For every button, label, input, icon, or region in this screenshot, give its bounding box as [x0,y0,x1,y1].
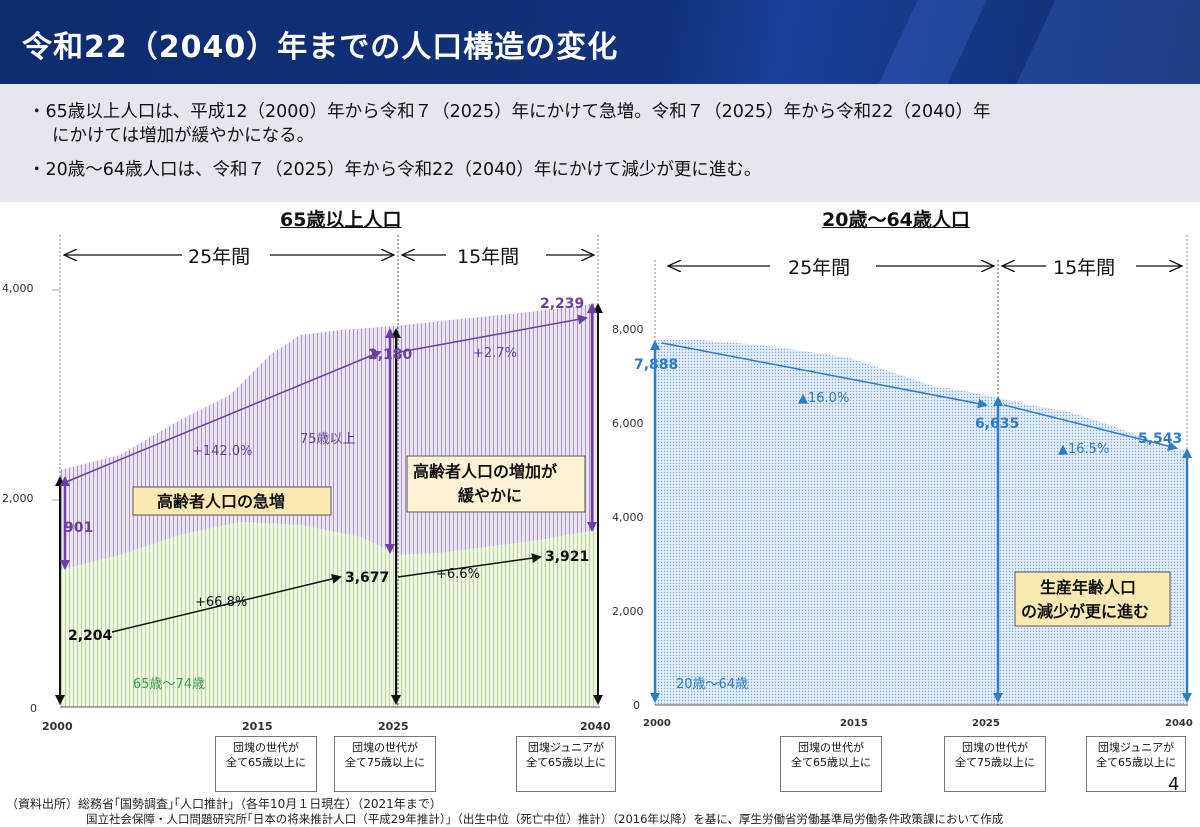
growth-arrow-75-a [65,350,382,483]
growth-arrow-75-b [399,314,588,353]
note-line: 全て65歳以上に [1096,756,1176,769]
note-right-junior-65: 団塊ジュニアが 全て65歳以上に [1086,736,1186,792]
growth-65-a: +66.8% [195,595,247,610]
source-line-1: （資料出所）総務省｢国勢調査｣｢人口推計｣（各年10月１日現在）（2021年まで… [6,797,442,811]
growth-75-a: +142.0% [192,444,252,459]
value-65-2000: 2,204 [68,628,113,644]
growth-75-b: +2.7% [473,346,517,361]
left-xtick-2025: 2025 [378,720,409,733]
value-75-2040: 2,239 [540,296,584,312]
left-xtick-2000: 2000 [42,720,73,733]
left-ytick-0: 0 [30,702,37,715]
right-period-b: 15年間 [1053,257,1115,279]
left-xtick-2040: 2040 [580,720,611,733]
left-period-b: 15年間 [457,246,519,268]
summary-bullet-1: ・65歳以上人口は、平成12（2000）年から令和７（2025）年にかけて急増。… [28,102,991,122]
note-right-baby-boom-75: 団塊の世代が 全て75歳以上に [944,736,1046,792]
left-period-a: 25年間 [188,246,250,268]
value-65-2025: 3,677 [345,570,389,586]
left-ytick-4000: 4,000 [2,282,34,295]
right-ytick-2000: 2,000 [612,605,644,618]
note-line: 団塊ジュニアが [1097,741,1175,754]
right-growth-arrow-b [1003,404,1178,451]
right-xtick-2000: 2000 [643,718,671,729]
charts-canvas: 4,000 2,000 0 2000 2015 2025 2040 25年間 1… [2,235,1193,733]
note-line: 団塊の世代が [798,741,864,754]
page-number: 4 [1168,774,1180,795]
note-line: 全て65歳以上に [226,756,306,769]
right-value-2025: 6,635 [975,416,1019,432]
growth-65-b: +6.6% [436,567,480,582]
callout-decline-1: 生産年齢人口 [1040,578,1136,597]
right-chart-title: 20歳～64歳人口 [822,209,970,231]
note-line: 全て75歳以上に [955,756,1035,769]
note-line: 全て65歳以上に [791,756,871,769]
page-title: 令和22（2040）年までの人口構造の変化 [22,30,619,65]
area-20-64 [655,340,1185,705]
note-line: 全て65歳以上に [526,756,606,769]
callout-surge: 高齢者人口の急増 [157,492,285,511]
left-ytick-2000: 2,000 [2,492,34,505]
callout-decline-box [1014,571,1171,627]
right-ytick-8000: 8,000 [612,323,644,336]
note-line: 全て75歳以上に [345,756,425,769]
note-line: 団塊の世代が [352,741,418,754]
callout-surge-box [132,486,332,516]
right-xtick-2040: 2040 [1165,718,1193,729]
note-line: 団塊ジュニアが [527,741,605,754]
value-75-2000: 901 [64,520,93,536]
left-chart-title: 65歳以上人口 [280,209,402,231]
right-xtick-2025: 2025 [972,718,1000,729]
right-value-2000: 7,888 [634,357,678,373]
value-75-2025: 2,180 [368,347,413,363]
header-decoration [780,0,1200,84]
note-line: 団塊の世代が [962,741,1028,754]
callout-decline-2: の減少が更に進む [1021,602,1149,621]
note-left-baby-boom-75: 団塊の世代が 全て75歳以上に [334,736,436,792]
right-area-label: 20歳～64歳 [676,677,748,692]
summary-bullet-2: ・20歳～64歳人口は、令和７（2025）年から令和22（2040）年にかけて減… [28,160,762,180]
right-ytick-4000: 4,000 [612,511,644,524]
right-growth-a: ▲16.0% [798,391,849,406]
left-xtick-2015: 2015 [242,720,273,733]
callout-slow-1: 高齢者人口の増加が [413,462,557,481]
note-right-baby-boom-65: 団塊の世代が 全て65歳以上に [780,736,882,792]
growth-arrow-65-b [397,553,542,578]
label-65-74: 65歳～74歳 [133,677,205,692]
right-growth-arrow-a [661,342,988,409]
growth-arrow-65-a [111,574,342,633]
right-xtick-2015: 2015 [840,718,868,729]
header-banner: 令和22（2040）年までの人口構造の変化 [0,0,1200,84]
right-value-2040: 5,543 [1138,431,1182,447]
note-left-baby-boom-65: 団塊の世代が 全て65歳以上に [215,736,317,792]
value-65-2040: 3,921 [545,549,589,565]
note-line: 団塊の世代が [233,741,299,754]
summary-bullet-1-cont: にかけては増加が緩やかになる。 [52,126,315,146]
callout-slow-box [406,455,586,513]
right-period-a: 25年間 [788,257,850,279]
note-left-junior-65: 団塊ジュニアが 全て65歳以上に [516,736,616,792]
label-75-plus: 75歳以上 [300,432,356,447]
right-ytick-0: 0 [633,699,640,712]
callout-slow-2: 緩やかに [458,486,522,505]
source-line-2: 国立社会保障・人口問題研究所｢日本の将来推計人口（平成29年推計）｣（出生中位（… [86,812,1004,826]
summary-box: ・65歳以上人口は、平成12（2000）年から令和７（2025）年にかけて急増。… [0,84,1200,202]
right-growth-b: ▲16.5% [1058,442,1109,457]
right-ytick-6000: 6,000 [612,417,644,430]
